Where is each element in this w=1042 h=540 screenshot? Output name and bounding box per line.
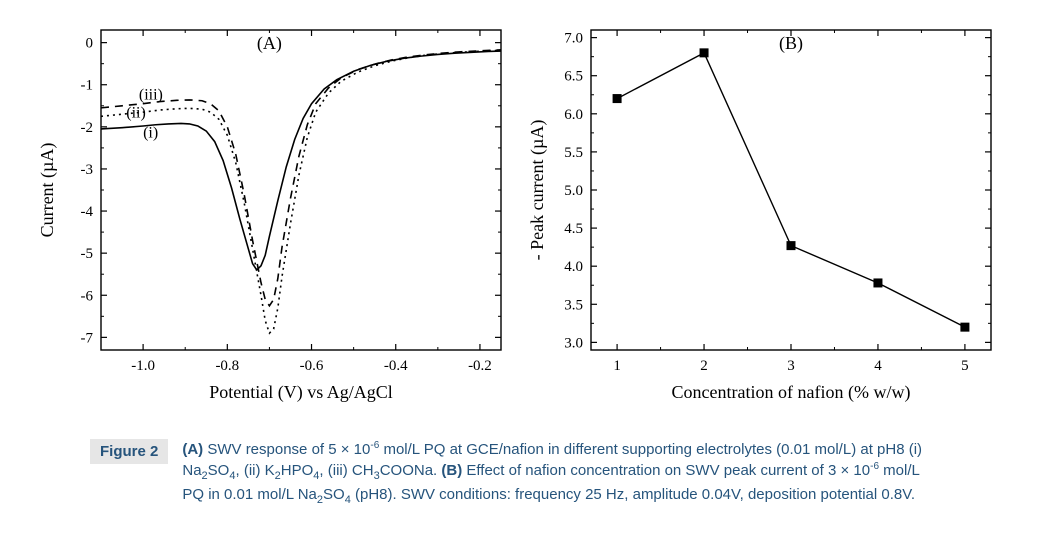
svg-text:-0.4: -0.4 bbox=[384, 358, 408, 374]
svg-text:4.5: 4.5 bbox=[564, 221, 583, 237]
svg-text:2: 2 bbox=[700, 358, 708, 374]
panel-b: 1 2 3 4 5 3.0 3.5 4.0 4.5 5.0 5.5 6.0 6.5 7.0 (B) Conce… bbox=[521, 20, 1011, 425]
svg-text:(ii): (ii) bbox=[126, 105, 146, 122]
svg-text:(B): (B) bbox=[779, 33, 803, 54]
svg-text:(A): (A) bbox=[257, 33, 282, 54]
svg-text:4: 4 bbox=[874, 358, 882, 374]
panel-b-svg: 1 2 3 4 5 3.0 3.5 4.0 4.5 5.0 5.5 6.0 6.5 7.0 (B) Conce… bbox=[521, 20, 1011, 420]
svg-text:-0.2: -0.2 bbox=[468, 358, 492, 374]
figure-wrap: -1.0 -0.8 -0.6 -0.4 -0.2 -7 -6 -5 -4 -3 -2 -1 0 (iii)… bbox=[0, 0, 1042, 540]
svg-text:-4: -4 bbox=[81, 204, 94, 220]
svg-text:-0.6: -0.6 bbox=[300, 358, 324, 374]
svg-text:-0.8: -0.8 bbox=[215, 358, 239, 374]
svg-text:7.0: 7.0 bbox=[564, 31, 583, 47]
svg-text:Current (µA): Current (µA) bbox=[37, 143, 58, 238]
figure-tag: Figure 2 bbox=[90, 439, 168, 464]
svg-text:-6: -6 bbox=[81, 288, 94, 304]
svg-text:4.0: 4.0 bbox=[564, 259, 583, 275]
svg-text:6.5: 6.5 bbox=[564, 69, 583, 85]
plots-row: -1.0 -0.8 -0.6 -0.4 -0.2 -7 -6 -5 -4 -3 -2 -1 0 (iii)… bbox=[0, 0, 1042, 425]
svg-text:- Peak current (µA): - Peak current (µA) bbox=[527, 120, 548, 261]
svg-text:3: 3 bbox=[787, 358, 795, 374]
svg-text:3.5: 3.5 bbox=[564, 297, 583, 313]
svg-text:5: 5 bbox=[961, 358, 969, 374]
svg-text:5.5: 5.5 bbox=[564, 145, 583, 161]
svg-text:3.0: 3.0 bbox=[564, 335, 583, 351]
svg-text:-1: -1 bbox=[81, 78, 94, 94]
caption-row: Figure 2 (A) SWV response of 5 × 10-6 mo… bbox=[90, 439, 952, 509]
svg-text:(iii): (iii) bbox=[139, 86, 163, 103]
caption-text: (A) SWV response of 5 × 10-6 mol/L PQ at… bbox=[182, 439, 922, 509]
svg-text:-7: -7 bbox=[81, 330, 94, 346]
svg-text:Potential (V) vs Ag/AgCl: Potential (V) vs Ag/AgCl bbox=[209, 382, 393, 403]
svg-text:(i): (i) bbox=[143, 124, 158, 141]
svg-text:5.0: 5.0 bbox=[564, 183, 583, 199]
panel-a-svg: -1.0 -0.8 -0.6 -0.4 -0.2 -7 -6 -5 -4 -3 -2 -1 0 (iii)… bbox=[31, 20, 521, 420]
svg-text:Concentration of nafion (% w/w: Concentration of nafion (% w/w) bbox=[672, 382, 911, 403]
svg-text:-5: -5 bbox=[81, 246, 94, 262]
svg-text:-1.0: -1.0 bbox=[131, 358, 155, 374]
svg-text:0: 0 bbox=[86, 36, 94, 52]
svg-text:-3: -3 bbox=[81, 162, 94, 178]
svg-text:1: 1 bbox=[613, 358, 621, 374]
panel-a: -1.0 -0.8 -0.6 -0.4 -0.2 -7 -6 -5 -4 -3 -2 -1 0 (iii)… bbox=[31, 20, 521, 425]
svg-text:6.0: 6.0 bbox=[564, 107, 583, 123]
svg-text:-2: -2 bbox=[81, 120, 94, 136]
